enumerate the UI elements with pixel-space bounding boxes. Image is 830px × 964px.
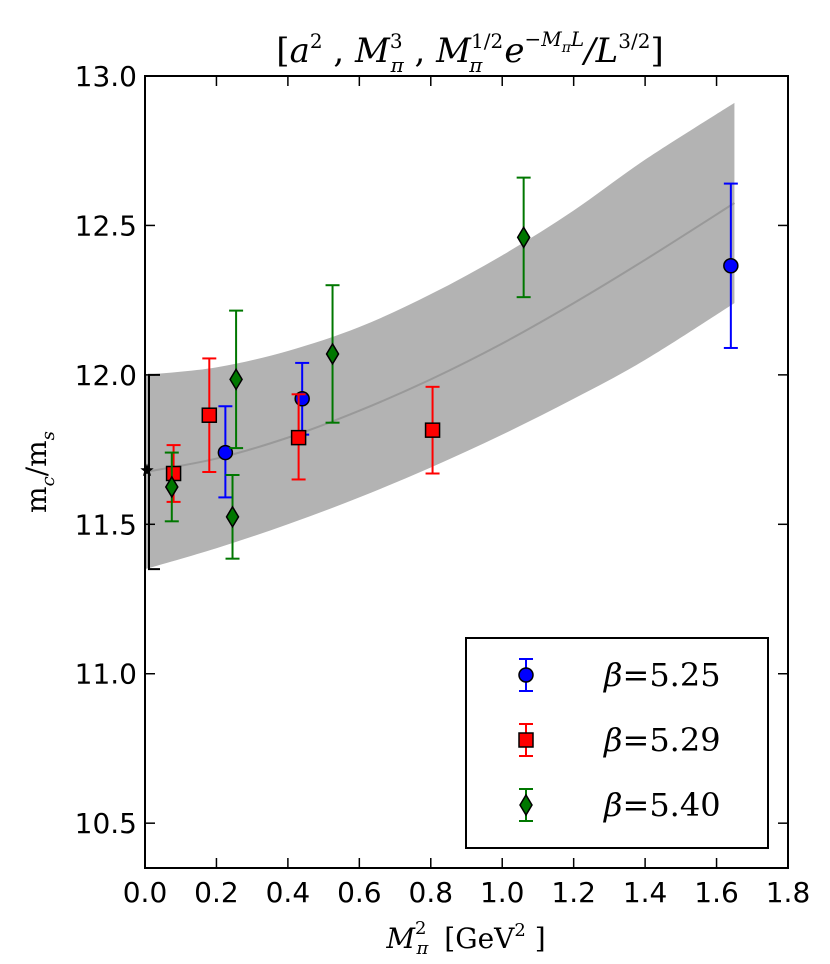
title-term-a-sup: 2 — [310, 29, 323, 53]
data-point-diamond — [164, 475, 179, 499]
legend-entry: β=5.29 — [518, 721, 721, 759]
physical-point-star — [140, 463, 154, 477]
y-label-sub-s: s — [38, 431, 59, 440]
legend-value: =5.25 — [623, 656, 721, 694]
title-term-a: a — [290, 31, 310, 71]
series-diamond — [164, 176, 531, 560]
series-square — [165, 357, 441, 503]
data-point-square — [424, 422, 441, 438]
title-exp-e: e — [504, 31, 524, 71]
y-tick-label: 10.5 — [75, 807, 137, 840]
data-point-circle — [723, 258, 739, 274]
data-point-diamond — [325, 342, 340, 366]
tick-layer: 0.0 0.2 0.4 0.6 0.8 1.0 1.2 1.4 1.6 1.8 10.5 11.0 11… — [75, 60, 811, 909]
data-point-diamond — [516, 225, 531, 249]
title-term-m-sub: π — [390, 53, 405, 77]
data-layer — [140, 176, 739, 571]
x-label-unit-open: [GeV — [444, 922, 515, 955]
x-tick-label: 1.2 — [551, 876, 596, 909]
data-point-square — [290, 429, 307, 446]
x-tick-label: 0.8 — [409, 876, 454, 909]
data-point-square — [165, 465, 182, 482]
title-sep-2: , — [404, 31, 436, 71]
fit-central-line — [144, 202, 735, 473]
x-tick-label: 0.0 — [123, 876, 168, 909]
x-label-main: M — [385, 922, 416, 955]
legend-value: =5.40 — [623, 786, 721, 824]
y-label-main: m — [20, 486, 53, 513]
title-term-m2: M — [435, 31, 472, 71]
title-div-sup: 3/2 — [618, 29, 650, 53]
legend-marker-diamond — [519, 793, 533, 817]
legend-box — [465, 637, 769, 849]
y-label-slash: /m — [20, 440, 53, 476]
title-exp-tail: L — [570, 27, 584, 51]
y-tick-label: 12.0 — [75, 359, 137, 392]
title-exp-sub: π — [561, 40, 572, 56]
title-term-m2-sup: 1/2 — [471, 29, 503, 53]
legend-entry: β=5.40 — [519, 786, 721, 824]
chart-title: [a2 , M3 π , M1/2 π e−MπL/L3/2] — [276, 27, 663, 77]
legend-marker-square — [518, 732, 534, 748]
x-label-unit-sup: 2 — [514, 920, 525, 941]
x-label-sub: π — [415, 938, 429, 959]
legend-value: =5.29 — [623, 721, 721, 759]
title-open-bracket: [ — [276, 31, 289, 71]
legend-beta-symbol: β — [603, 656, 623, 694]
legend-label: β=5.25 — [603, 656, 721, 694]
x-tick-label: 1.4 — [623, 876, 668, 909]
legend-marker-circle — [518, 667, 534, 683]
title-term-m2-sub: π — [468, 53, 483, 77]
data-point-circle — [217, 444, 234, 461]
legend-label: β=5.40 — [603, 786, 721, 824]
legend: β=5.25β=5.29β=5.40 — [465, 637, 769, 849]
x-tick-label: 0.6 — [337, 876, 382, 909]
x-tick-label: 0.2 — [194, 876, 239, 909]
title-exp-sup: −M — [524, 27, 562, 51]
y-tick-label: 11.0 — [75, 658, 137, 691]
legend-entry: β=5.25 — [518, 656, 721, 694]
y-tick-label: 13.0 — [75, 60, 137, 93]
title-term-m-sup: 3 — [390, 29, 403, 53]
x-label-unit-close: ] — [526, 922, 546, 955]
x-axis-label: M2 π [GeV2 ] — [385, 918, 545, 959]
fit-band-layer — [144, 102, 735, 570]
legend-label: β=5.29 — [603, 721, 721, 759]
plot-frame — [144, 75, 789, 869]
y-tick-label: 11.5 — [75, 508, 137, 541]
x-tick-label: 1.0 — [480, 876, 525, 909]
fit-error-band — [145, 102, 735, 570]
legend-entries: β=5.25β=5.29β=5.40 — [518, 656, 721, 824]
data-point-square — [201, 407, 218, 423]
title-term-m: M — [354, 31, 391, 71]
y-tick-label: 12.5 — [75, 209, 137, 242]
y-axis-label: mc/ms — [20, 431, 59, 513]
x-tick-label: 1.6 — [694, 876, 739, 909]
data-point-diamond — [225, 505, 240, 529]
title-div: /L — [581, 31, 618, 71]
legend-beta-symbol: β — [603, 721, 623, 759]
legend-beta-symbol: β — [603, 786, 623, 824]
x-label-sup: 2 — [415, 918, 426, 939]
x-tick-label: 1.8 — [766, 876, 811, 909]
data-point-diamond — [229, 367, 243, 391]
title-sep-1: , — [323, 31, 355, 71]
x-tick-label: 0.4 — [266, 876, 311, 909]
title-close-bracket: ] — [650, 31, 663, 71]
y-label-sub-c: c — [38, 476, 59, 486]
